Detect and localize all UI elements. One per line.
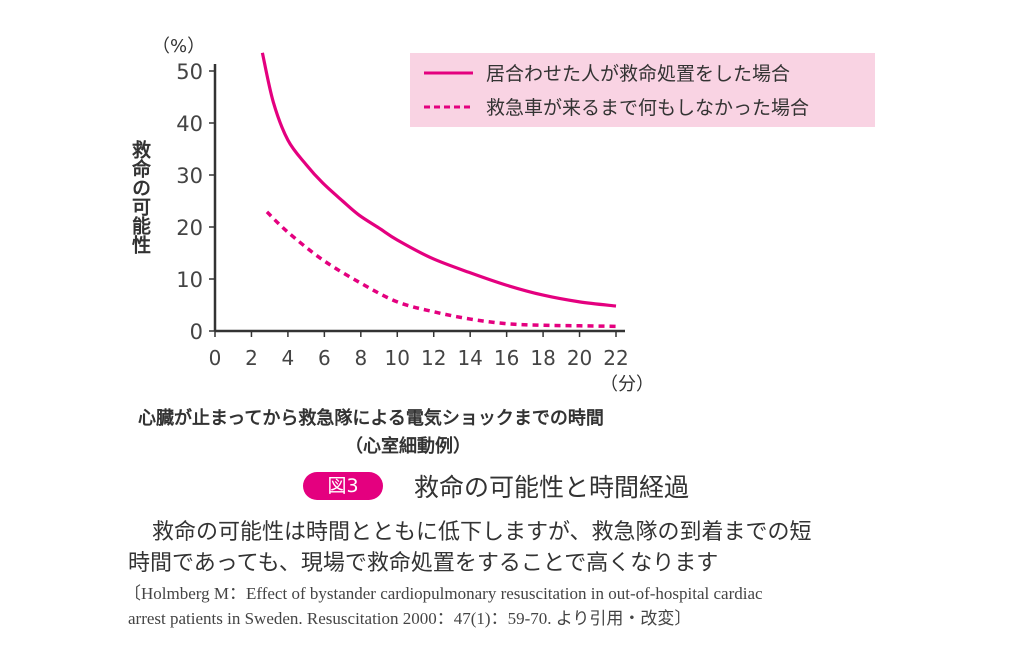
- x-axis-label: 心臓が止まってから救急隊による電気ショックまでの時間: [138, 407, 604, 429]
- y-tick-label: 50: [176, 60, 203, 84]
- x-unit: （分）: [600, 374, 654, 395]
- y-tick-label: 20: [176, 216, 203, 240]
- x-tick-label: 6: [318, 346, 331, 370]
- figure-label-badge: 図3: [303, 472, 383, 500]
- x-tick-label: 22: [603, 346, 628, 370]
- citation-line-2: arrest patients in Sweden. Resuscitation…: [128, 609, 692, 628]
- y-tick-label: 40: [176, 112, 203, 136]
- x-axis-sublabel: （心室細動例）: [345, 435, 471, 457]
- legend-box: [410, 53, 875, 127]
- chart-title: 救命の可能性と時間経過: [414, 473, 690, 502]
- x-tick-label: 2: [245, 346, 258, 370]
- citation-line-1: 〔Holmberg M：Effect of bystander cardiopu…: [124, 584, 763, 603]
- series-line-1: [260, 52, 617, 308]
- caption-line-2: 時間であっても、現場で救命処置をすることで高くなります: [128, 551, 719, 576]
- legend-label-dotted: 救急車が来るまで何もしなかった場合: [486, 97, 809, 119]
- x-tick-label: 14: [457, 346, 482, 370]
- y-tick-label: 10: [176, 268, 203, 292]
- x-tick-label: 0: [209, 346, 222, 370]
- x-tick-label: 16: [494, 346, 519, 370]
- y-tick-label: 30: [176, 164, 203, 188]
- x-tick-label: 8: [354, 346, 367, 370]
- x-tick-label: 4: [282, 346, 295, 370]
- legend-label-solid: 居合わせた人が救命処置をした場合: [486, 63, 790, 85]
- y-tick-label: 0: [190, 320, 203, 344]
- x-tick-label: 10: [385, 346, 410, 370]
- x-tick-label: 18: [530, 346, 555, 370]
- caption-line-1: 救命の可能性は時間とともに低下しますが、救急隊の到着までの短: [152, 520, 812, 545]
- x-tick-label: 12: [421, 346, 446, 370]
- chart: 居合わせた人が救命処置をした場合 救急車が来るまで何もしなかった場合 （%） （…: [129, 36, 875, 457]
- x-tick-label: 20: [567, 346, 592, 370]
- series-line-2: [265, 210, 617, 329]
- y-unit: （%）: [152, 36, 205, 57]
- y-axis-label: 救命の可能性: [129, 139, 151, 255]
